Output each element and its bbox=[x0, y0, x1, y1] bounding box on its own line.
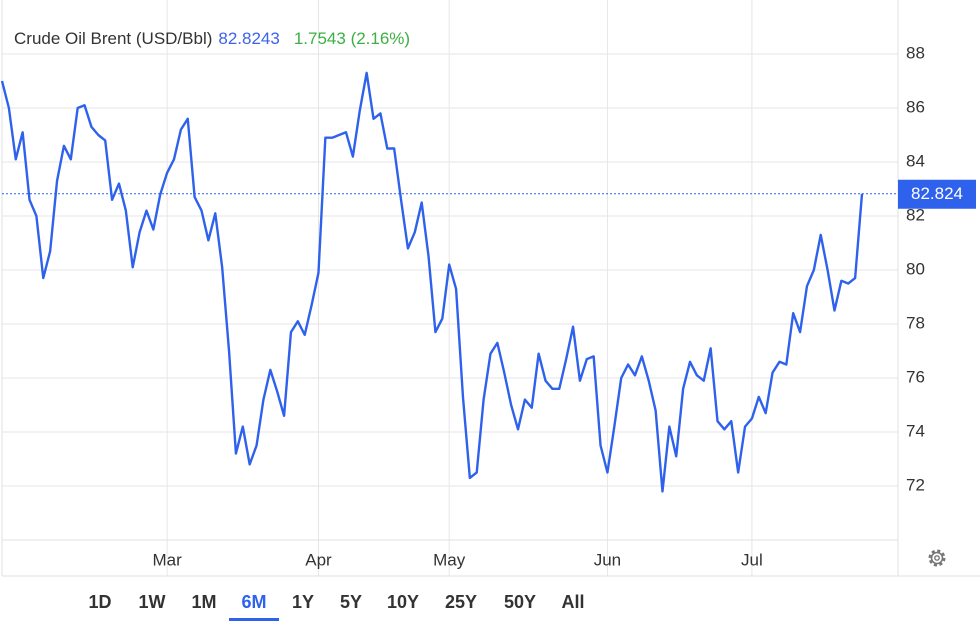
range-button[interactable]: 1Y bbox=[292, 592, 314, 612]
y-tick-label: 88 bbox=[906, 43, 925, 62]
y-tick-label: 72 bbox=[906, 475, 925, 494]
x-tick-label: Jun bbox=[594, 550, 621, 569]
range-button[interactable]: 25Y bbox=[445, 592, 477, 612]
range-button[interactable]: 10Y bbox=[387, 592, 419, 612]
y-tick-label: 84 bbox=[906, 151, 925, 170]
y-tick-label: 76 bbox=[906, 367, 925, 386]
gear-body bbox=[930, 551, 944, 565]
x-tick-label: May bbox=[433, 550, 466, 569]
range-button-label: 1W bbox=[139, 592, 166, 612]
change: 1.7543 (2.16%) bbox=[294, 29, 410, 48]
x-tick-label: Jul bbox=[741, 550, 763, 569]
gear-teeth bbox=[928, 549, 946, 567]
range-toolbar: 1D 1W 1M 6M 1Y 5Y 10Y 25Y 50Y All bbox=[88, 592, 585, 621]
y-tick-label: 82 bbox=[906, 205, 925, 224]
range-button[interactable]: 50Y bbox=[504, 592, 536, 612]
range-button-label: All bbox=[561, 592, 584, 612]
range-button-label: 25Y bbox=[445, 592, 477, 612]
y-tick-label: 74 bbox=[906, 421, 925, 440]
range-button[interactable]: 5Y bbox=[340, 592, 362, 612]
range-button-label: 1D bbox=[88, 592, 111, 612]
header: Crude Oil Brent (USD/Bbl) 82.8243 1.7543 (… bbox=[14, 29, 410, 48]
range-button-label: 6M bbox=[241, 592, 266, 612]
settings-icon[interactable] bbox=[928, 549, 946, 567]
x-tick-label: Apr bbox=[305, 550, 332, 569]
price: 82.8243 bbox=[218, 29, 279, 48]
range-button[interactable]: All bbox=[561, 592, 584, 612]
range-button[interactable]: 1W bbox=[139, 592, 166, 612]
last-value-label: 82.824 bbox=[911, 184, 963, 203]
y-tick-label: 78 bbox=[906, 313, 925, 332]
range-button-label: 5Y bbox=[340, 592, 362, 612]
range-button-label: 1M bbox=[191, 592, 216, 612]
range-button[interactable]: 6M bbox=[229, 592, 279, 621]
y-tick-label: 80 bbox=[906, 259, 925, 278]
price-line bbox=[0, 71, 864, 493]
active-underline bbox=[229, 618, 279, 621]
range-button[interactable]: 1D bbox=[88, 592, 111, 612]
range-button-label: 50Y bbox=[504, 592, 536, 612]
range-button-label: 1Y bbox=[292, 592, 314, 612]
plot: 82.824 bbox=[0, 71, 976, 493]
range-button-label: 10Y bbox=[387, 592, 419, 612]
gear-hub bbox=[934, 555, 940, 561]
range-button[interactable]: 1M bbox=[191, 592, 216, 612]
last-value-badge bbox=[898, 179, 976, 209]
x-tick-label: Mar bbox=[152, 550, 182, 569]
chart-title: Crude Oil Brent (USD/Bbl) bbox=[14, 29, 212, 48]
y-tick-label: 86 bbox=[906, 97, 925, 116]
